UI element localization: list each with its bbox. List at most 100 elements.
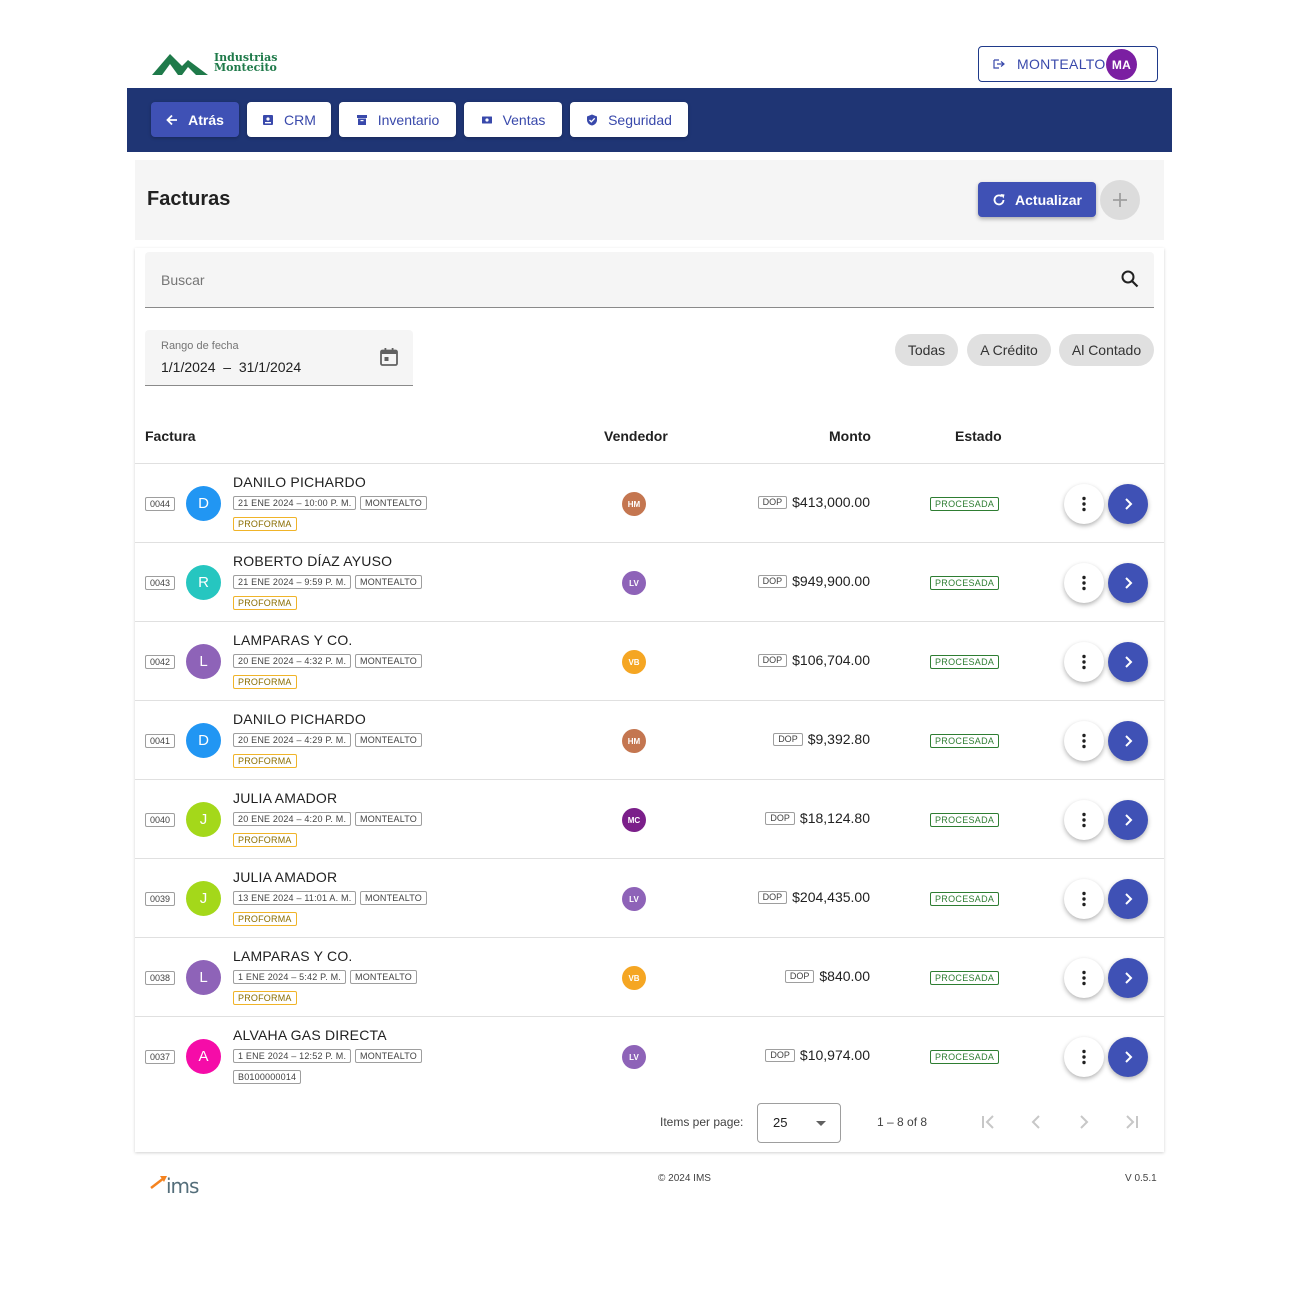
nav-seguridad[interactable]: Seguridad [570, 102, 688, 137]
logout-icon [993, 59, 1005, 69]
user-avatar: MA [1106, 49, 1137, 80]
more-vert-icon [1082, 1049, 1086, 1065]
document-type-tag: B0100000014 [233, 1070, 302, 1084]
nav-ventas-label: Ventas [502, 111, 546, 128]
user-name: MONTEALTO [1017, 56, 1106, 72]
date-range-label: Rango de fecha [161, 340, 239, 352]
open-invoice-button[interactable] [1108, 484, 1148, 524]
client-avatar: A [186, 1039, 221, 1074]
invoice-number: 0037 [145, 1050, 176, 1064]
amount-value: $949,900.00 [792, 573, 870, 589]
invoice-row[interactable]: 0043 R ROBERTO DÍAZ AYUSO 21 ENE 2024 – 9:5… [135, 542, 1164, 621]
client-name: JULIA AMADOR [233, 869, 338, 885]
invoice-row[interactable]: 0042 L LAMPARAS Y CO. 20 ENE 2024 – 4:32 P.… [135, 621, 1164, 700]
page-size-select[interactable]: 25 [757, 1103, 841, 1143]
brand-line-1: Industrias [214, 51, 278, 64]
invoice-row[interactable]: 0037 A ALVAHA GAS DIRECTA 1 ENE 2024 – 12:5… [135, 1016, 1164, 1095]
open-invoice-button[interactable] [1108, 563, 1148, 603]
last-page-icon[interactable] [1120, 1110, 1144, 1134]
invoice-row[interactable]: 0038 L LAMPARAS Y CO. 1 ENE 2024 – 5:42 P. … [135, 937, 1164, 1016]
open-invoice-button[interactable] [1108, 958, 1148, 998]
more-options-button[interactable] [1064, 958, 1104, 998]
client-name: DANILO PICHARDO [233, 711, 366, 727]
previous-page-icon[interactable] [1024, 1110, 1048, 1134]
invoices-card: Rango de fecha 1/1/2024 – 31/1/2024 Toda… [135, 248, 1164, 1152]
items-per-page-label: Items per page: [660, 1115, 744, 1129]
caret-down-icon [816, 1121, 826, 1126]
currency-badge: DOP [765, 1048, 795, 1062]
invoice-row[interactable]: 0044 D DANILO PICHARDO 21 ENE 2024 – 10:00 … [135, 463, 1164, 542]
more-vert-icon [1082, 654, 1086, 670]
chevron-right-icon [1125, 498, 1133, 510]
more-options-button[interactable] [1064, 800, 1104, 840]
ims-logo: ims [150, 1174, 210, 1198]
currency-badge: DOP [757, 653, 788, 667]
filter-credito-chip[interactable]: A Crédito [967, 334, 1051, 366]
user-menu-button[interactable]: MONTEALTO MA [978, 46, 1158, 82]
status-badge: PROCESADA [930, 971, 1000, 985]
date-range-value[interactable]: 1/1/2024 – 31/1/2024 [161, 359, 302, 375]
nav-inventario[interactable]: Inventario [339, 102, 456, 137]
more-options-button[interactable] [1064, 1037, 1104, 1077]
back-button[interactable]: Atrás [151, 102, 239, 137]
invoice-date-tag: 20 ENE 2024 – 4:29 P. M. [233, 733, 352, 747]
calendar-icon[interactable] [379, 347, 399, 367]
first-page-icon[interactable] [976, 1110, 1000, 1134]
seller-avatar: VB [622, 966, 646, 990]
client-avatar: J [186, 802, 221, 837]
client-avatar: D [186, 723, 221, 758]
brand-line-2: Montecito [214, 61, 277, 74]
invoice-user-tag: MONTEALTO [355, 812, 422, 826]
invoice-amount: DOP $10,974.00 [765, 1047, 870, 1063]
invoice-amount: DOP $413,000.00 [757, 494, 870, 510]
more-options-button[interactable] [1064, 563, 1104, 603]
document-type-tag: PROFORMA [233, 675, 297, 689]
client-avatar: L [186, 644, 221, 679]
invoice-number: 0039 [145, 892, 176, 906]
status-badge: PROCESADA [930, 655, 1000, 669]
open-invoice-button[interactable] [1108, 642, 1148, 682]
invoice-date-tag: 1 ENE 2024 – 12:52 P. M. [233, 1049, 352, 1063]
open-invoice-button[interactable] [1108, 1037, 1148, 1077]
refresh-button[interactable]: Actualizar [978, 182, 1096, 217]
nav-crm[interactable]: CRM [247, 102, 331, 137]
plus-icon [1113, 193, 1127, 207]
mountain-logo-icon [152, 54, 208, 75]
currency-badge: DOP [773, 732, 803, 746]
page-size-value: 25 [773, 1115, 788, 1130]
open-invoice-button[interactable] [1108, 800, 1148, 840]
open-invoice-button[interactable] [1108, 879, 1148, 919]
more-options-button[interactable] [1064, 484, 1104, 524]
add-invoice-button[interactable] [1100, 180, 1140, 220]
invoice-date-tag: 21 ENE 2024 – 10:00 P. M. [233, 496, 357, 510]
more-options-button[interactable] [1064, 721, 1104, 761]
more-options-button[interactable] [1064, 879, 1104, 919]
search-icon[interactable] [1120, 269, 1140, 289]
column-header-factura: Factura [145, 428, 196, 444]
client-name: DANILO PICHARDO [233, 474, 366, 490]
invoice-number: 0043 [145, 576, 176, 590]
nav-ventas[interactable]: Ventas [464, 102, 562, 137]
filter-contado-chip[interactable]: Al Contado [1059, 334, 1154, 366]
date-range-field[interactable]: Rango de fecha 1/1/2024 – 31/1/2024 [145, 330, 413, 386]
invoice-row[interactable]: 0039 J JULIA AMADOR 13 ENE 2024 – 11:01 A. … [135, 858, 1164, 937]
next-page-icon[interactable] [1072, 1110, 1096, 1134]
seller-avatar: VB [622, 650, 646, 674]
client-name: LAMPARAS Y CO. [233, 632, 353, 648]
filter-todas-chip[interactable]: Todas [895, 334, 958, 366]
column-header-estado: Estado [955, 428, 1002, 444]
invoice-row[interactable]: 0041 D DANILO PICHARDO 20 ENE 2024 – 4:29 P… [135, 700, 1164, 779]
open-invoice-button[interactable] [1108, 721, 1148, 761]
seller-avatar: HM [622, 729, 646, 753]
invoice-user-tag: MONTEALTO [355, 1049, 422, 1063]
contact-card-icon [263, 114, 274, 125]
document-type-tag: PROFORMA [233, 596, 297, 610]
client-avatar: J [186, 881, 221, 916]
amount-value: $413,000.00 [792, 494, 870, 510]
seller-avatar: LV [622, 887, 646, 911]
more-vert-icon [1082, 733, 1086, 749]
search-input[interactable] [145, 252, 1105, 307]
invoice-amount: DOP $106,704.00 [757, 652, 870, 668]
more-options-button[interactable] [1064, 642, 1104, 682]
invoice-row[interactable]: 0040 J JULIA AMADOR 20 ENE 2024 – 4:20 P. M… [135, 779, 1164, 858]
